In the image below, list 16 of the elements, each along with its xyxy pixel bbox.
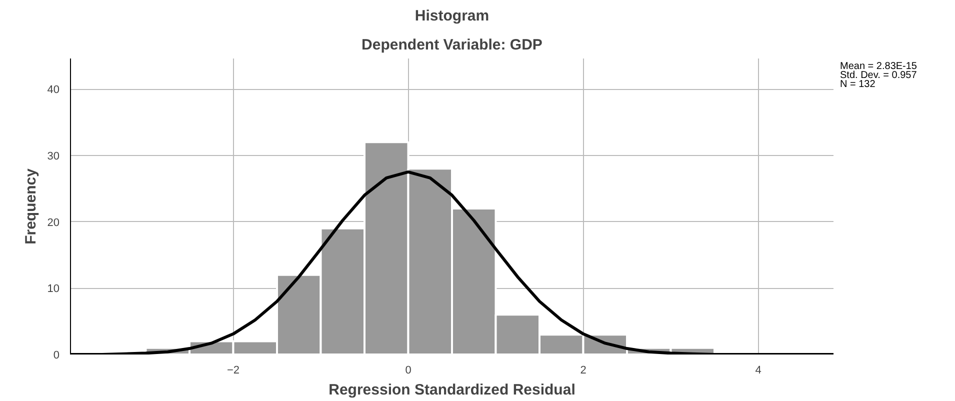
text: Std. Dev. = 0.957 — [840, 70, 917, 81]
y-tick-label: 10 — [47, 283, 60, 296]
text: Mean = 2.83E-15 — [840, 61, 917, 72]
y-tick-label: 20 — [47, 216, 60, 229]
x-tick-label: 0 — [405, 364, 412, 376]
y-tick-label: 40 — [47, 84, 60, 96]
y-tick-label: 0 — [53, 350, 60, 362]
y-tick-label: 30 — [47, 150, 60, 162]
y-axis-title: Frequency — [22, 168, 40, 244]
x-axis-title: Regression Standardized Residual — [328, 382, 576, 398]
x-tick-label: 4 — [755, 364, 762, 376]
text: N = 132 — [840, 79, 876, 90]
chart-subtitle: Dependent Variable: GDP — [362, 36, 542, 54]
chart-title: Histogram — [414, 8, 490, 24]
x-tick-label: 2 — [580, 364, 586, 376]
x-tick-label: −2 — [226, 364, 240, 376]
